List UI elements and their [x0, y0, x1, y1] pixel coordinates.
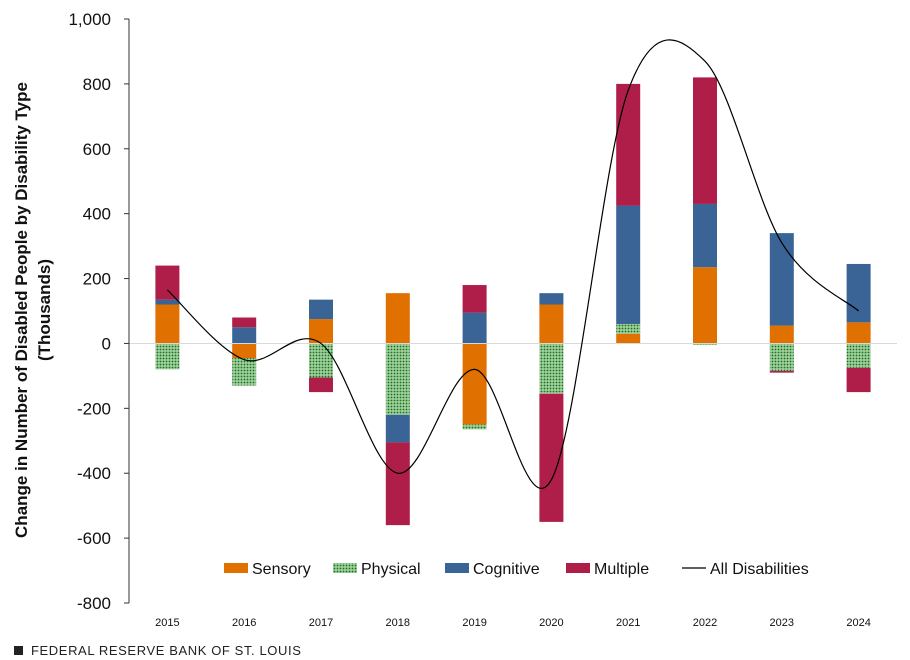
- bar-physical-2017: [309, 343, 333, 378]
- legend-swatch-sensory: [224, 563, 248, 573]
- bar-cognitive-2022: [693, 203, 717, 268]
- bar-cognitive-2015: [155, 299, 180, 305]
- bars: [155, 77, 871, 526]
- x-tick-label: 2023: [770, 617, 794, 629]
- bar-cognitive-2016: [232, 327, 257, 344]
- bar-physical-2015: [155, 343, 180, 370]
- y-tick-label: -600: [77, 529, 111, 548]
- legend-label: Multiple: [594, 561, 649, 578]
- y-axis-title: Change in Number of Disabled People by D…: [12, 82, 31, 538]
- y-tick-label: -800: [77, 594, 111, 613]
- bar-physical-2024: [846, 343, 871, 368]
- y-tick-label: -200: [77, 399, 111, 418]
- bar-physical-2022: [693, 343, 717, 346]
- bar-cognitive-2021: [616, 205, 641, 324]
- legend: Sensory Physical Cognitive Multiple All Disa…: [224, 561, 809, 578]
- y-tick-label: 0: [102, 334, 111, 353]
- bar-multiple-2019: [462, 285, 487, 313]
- bar-multiple-2023: [769, 371, 794, 373]
- legend-label: Cognitive: [473, 561, 540, 578]
- footer-text: FEDERAL RESERVE BANK OF ST. LOUIS: [31, 643, 302, 658]
- y-tick-label: 800: [83, 75, 111, 94]
- bar-cognitive-2023: [769, 233, 794, 326]
- x-tick-label: 2022: [693, 617, 717, 629]
- y-axis-ticks: -800 -600 -400 -200 0 200 400 600 800 1,000: [68, 10, 129, 613]
- x-tick-label: 2018: [386, 617, 410, 629]
- bar-physical-2019: [462, 424, 487, 430]
- x-tick-label: 2021: [616, 617, 640, 629]
- bar-cognitive-2024: [846, 263, 871, 323]
- bar-multiple-2021: [616, 83, 641, 206]
- bar-sensory-2020: [539, 304, 564, 344]
- legend-label: All Disabilities: [710, 561, 809, 578]
- legend-label: Sensory: [252, 561, 311, 578]
- bar-multiple-2018: [385, 442, 410, 526]
- x-tick-label: 2016: [232, 617, 256, 629]
- footer-square-icon: [14, 646, 23, 655]
- bar-sensory-2024: [846, 322, 871, 344]
- bar-multiple-2016: [232, 317, 257, 328]
- bar-sensory-2023: [769, 325, 794, 344]
- bar-physical-2018: [385, 343, 410, 415]
- bar-multiple-2024: [846, 367, 871, 393]
- bar-physical-2023: [769, 343, 794, 372]
- bar-sensory-2021: [616, 333, 641, 344]
- y-axis-label: Change in Number of Disabled People by D…: [12, 82, 54, 538]
- x-tick-label: 2024: [846, 617, 870, 629]
- bar-physical-2021: [616, 323, 641, 334]
- legend-swatch-physical: [333, 563, 357, 573]
- x-axis-ticks: 2015 2016 2017 2018 2019 2020 2021 2022 2023 2024: [155, 617, 871, 629]
- legend-label: Physical: [361, 561, 421, 578]
- bar-sensory-2022: [693, 267, 717, 344]
- bar-multiple-2015: [155, 265, 180, 300]
- bar-cognitive-2018: [385, 414, 410, 443]
- legend-swatch-cognitive: [445, 563, 469, 573]
- legend-swatch-multiple: [566, 563, 590, 573]
- x-tick-label: 2019: [462, 617, 486, 629]
- y-tick-label: 200: [83, 270, 111, 289]
- y-tick-label: 600: [83, 140, 111, 159]
- bar-multiple-2022: [693, 77, 717, 204]
- y-tick-label: 1,000: [68, 10, 111, 29]
- bar-sensory-2018: [385, 293, 410, 344]
- x-tick-label: 2015: [155, 617, 179, 629]
- y-tick-label: -400: [77, 464, 111, 483]
- y-tick-label: 400: [83, 205, 111, 224]
- y-axis-unit: (Thousands): [35, 259, 54, 361]
- bar-cognitive-2017: [309, 299, 333, 320]
- x-tick-label: 2020: [539, 617, 563, 629]
- x-tick-label: 2017: [309, 617, 333, 629]
- all-disabilities-line: [166, 39, 859, 489]
- bar-cognitive-2019: [462, 312, 487, 344]
- bar-multiple-2017: [309, 377, 333, 393]
- bar-sensory-2016: [232, 343, 257, 359]
- bar-physical-2020: [539, 343, 564, 394]
- footer: FEDERAL RESERVE BANK OF ST. LOUIS: [14, 643, 301, 658]
- bar-physical-2016: [232, 358, 257, 386]
- bar-sensory-2019: [462, 343, 487, 425]
- bar-sensory-2015: [155, 304, 180, 344]
- bar-cognitive-2020: [539, 293, 564, 305]
